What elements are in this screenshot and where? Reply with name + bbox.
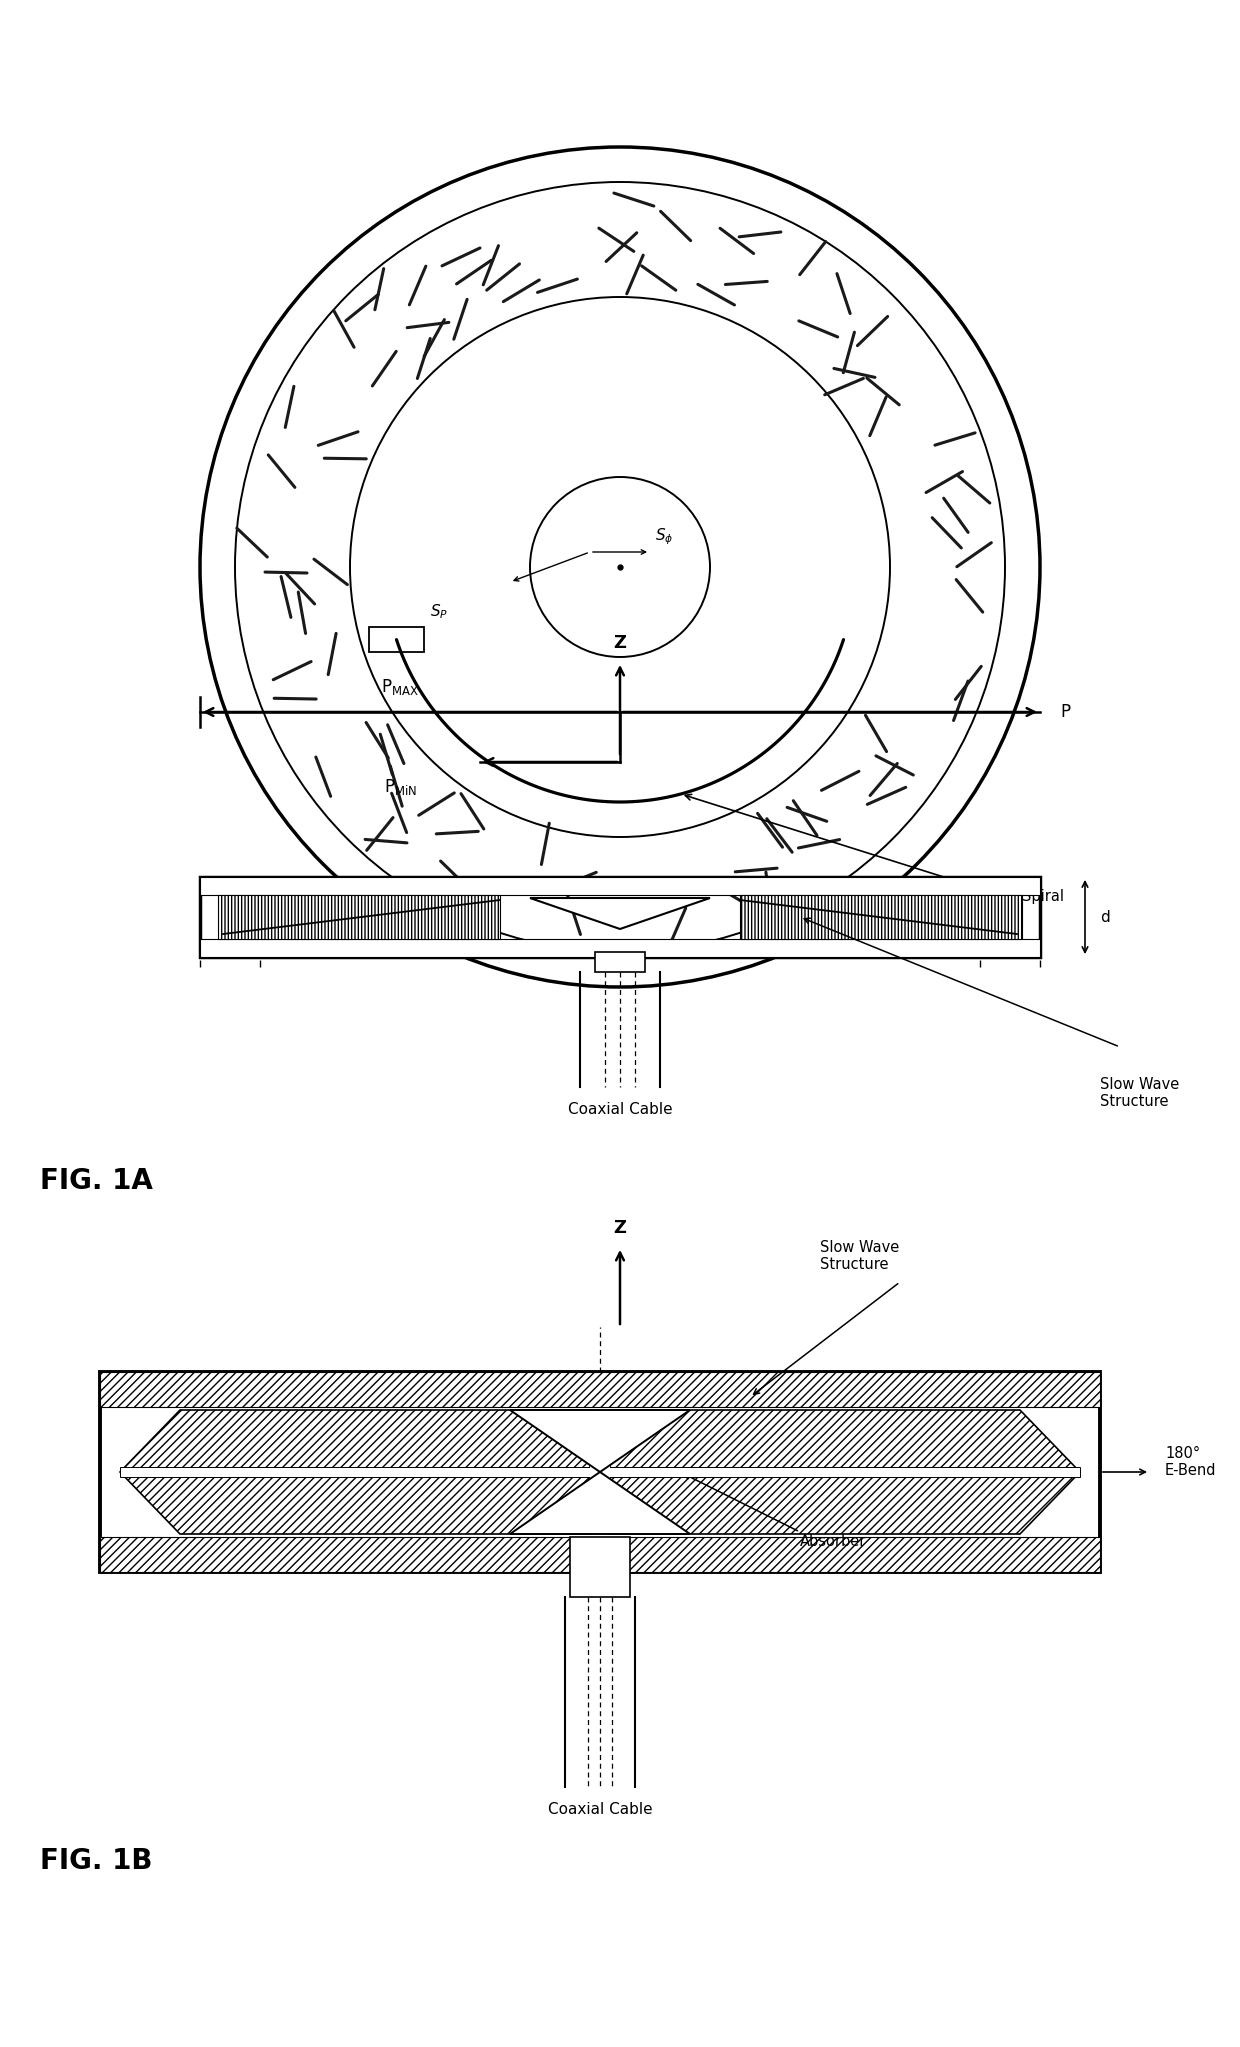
Text: d: d (1100, 909, 1110, 925)
Text: $S_P$: $S_P$ (430, 602, 448, 620)
Bar (590, 1410, 610, 1533)
Text: FIG. 1B: FIG. 1B (40, 1846, 153, 1875)
Text: $\mathregular{P_{MAX}}$: $\mathregular{P_{MAX}}$ (381, 678, 419, 696)
Bar (100, 1371, 1100, 1572)
Text: Z: Z (614, 635, 626, 653)
Bar (100, 1371, 1100, 1406)
Text: Slow Wave
Structure: Slow Wave Structure (820, 1240, 899, 1271)
Polygon shape (529, 899, 711, 929)
Polygon shape (610, 1410, 1080, 1533)
Polygon shape (510, 1472, 689, 1533)
Bar (200, 876, 1040, 895)
Text: Coaxial Cable: Coaxial Cable (548, 1801, 652, 1818)
Polygon shape (120, 1410, 590, 1533)
Text: P: P (1060, 702, 1070, 721)
Text: Matching Spiral: Matching Spiral (686, 794, 1064, 905)
Text: Z: Z (614, 1220, 626, 1236)
Text: $\mathregular{P_{MiN}}$: $\mathregular{P_{MiN}}$ (383, 778, 417, 796)
Text: 180°
E-Bend: 180° E-Bend (1166, 1445, 1216, 1478)
Text: Slow Wave
Structure: Slow Wave Structure (1100, 1077, 1179, 1109)
Bar (120, 1468, 1080, 1478)
Bar (200, 876, 1040, 958)
Bar (200, 940, 1040, 958)
Bar (595, 952, 645, 972)
Text: FIG. 1A: FIG. 1A (40, 1167, 153, 1195)
Polygon shape (510, 1410, 689, 1472)
Bar (100, 1537, 1100, 1572)
Bar (570, 1537, 630, 1597)
Bar (740, 895, 1022, 940)
Bar (370, 626, 424, 653)
Text: $S_\phi$: $S_\phi$ (655, 526, 673, 547)
Bar (218, 895, 500, 940)
Text: Coaxial Cable: Coaxial Cable (568, 1101, 672, 1118)
Text: Absorber: Absorber (800, 1535, 867, 1550)
